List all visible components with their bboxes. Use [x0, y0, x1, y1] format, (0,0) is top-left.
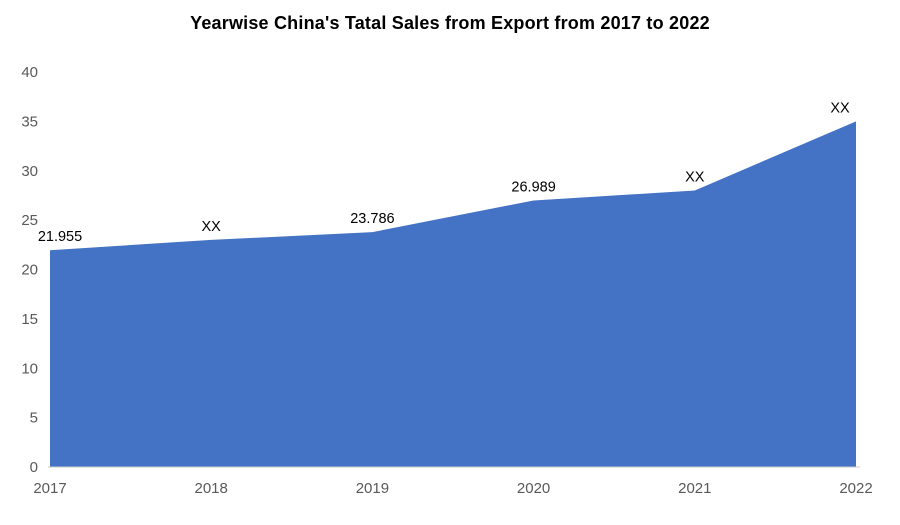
data-label: 21.955 [38, 229, 82, 245]
x-axis-tick-label: 2019 [356, 480, 389, 497]
area-series [50, 121, 856, 467]
x-axis-tick-label: 2017 [33, 480, 66, 497]
y-axis-tick-label: 40 [21, 64, 38, 81]
data-label: XX [830, 100, 850, 116]
y-axis-tick-label: 30 [21, 163, 38, 180]
data-label: XX [685, 170, 705, 186]
y-axis-tick-label: 0 [30, 459, 38, 476]
x-axis-tick-label: 2022 [839, 480, 872, 497]
y-axis-tick-label: 15 [21, 311, 38, 328]
y-axis-tick-label: 35 [21, 113, 38, 130]
x-axis-tick-label: 2018 [195, 480, 228, 497]
data-label: XX [202, 219, 222, 235]
y-axis-tick-label: 5 [30, 410, 38, 427]
y-axis-tick-label: 20 [21, 262, 38, 279]
y-axis-tick-label: 10 [21, 360, 38, 377]
x-axis-tick-label: 2020 [517, 480, 550, 497]
data-label: 23.786 [350, 211, 394, 227]
chart-title: Yearwise China's Tatal Sales from Export… [190, 13, 710, 33]
data-label: 26.989 [511, 179, 555, 195]
y-axis-tick-label: 25 [21, 212, 38, 229]
x-axis-tick-label: 2021 [678, 480, 711, 497]
